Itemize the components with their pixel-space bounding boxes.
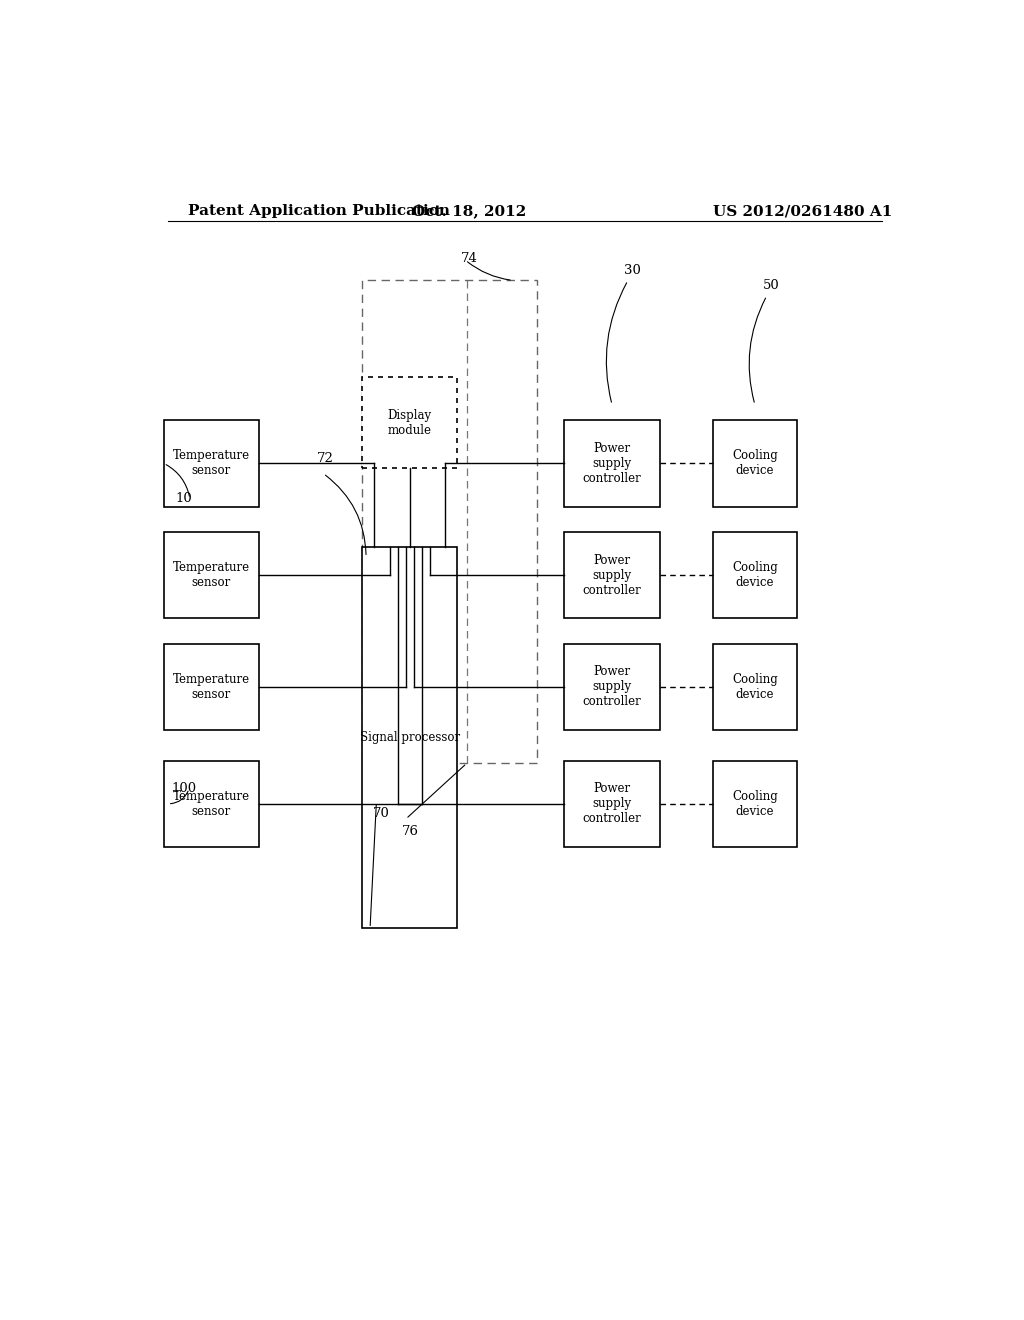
Text: Signal processor: Signal processor — [359, 731, 460, 744]
Text: Power
supply
controller: Power supply controller — [583, 553, 641, 597]
Bar — [564, 420, 659, 507]
Text: Temperature
sensor: Temperature sensor — [173, 673, 250, 701]
Text: 50: 50 — [763, 279, 779, 292]
Bar — [164, 760, 259, 847]
Bar — [362, 548, 458, 928]
Bar — [564, 760, 659, 847]
Text: Power
supply
controller: Power supply controller — [583, 783, 641, 825]
Text: Temperature
sensor: Temperature sensor — [173, 789, 250, 818]
Bar — [714, 760, 797, 847]
Text: Temperature
sensor: Temperature sensor — [173, 449, 250, 478]
Text: US 2012/0261480 A1: US 2012/0261480 A1 — [713, 205, 892, 218]
Text: Cooling
device: Cooling device — [732, 673, 778, 701]
Text: 30: 30 — [624, 264, 641, 277]
Text: 74: 74 — [461, 252, 477, 265]
Text: Oct. 18, 2012: Oct. 18, 2012 — [412, 205, 526, 218]
Bar — [164, 532, 259, 618]
Text: Cooling
device: Cooling device — [732, 561, 778, 589]
Text: Cooling
device: Cooling device — [732, 449, 778, 478]
Bar — [362, 378, 458, 469]
Text: Temperature
sensor: Temperature sensor — [173, 561, 250, 589]
Text: 72: 72 — [316, 451, 334, 465]
Text: 70: 70 — [373, 808, 389, 821]
Text: Cooling
device: Cooling device — [732, 789, 778, 818]
Bar — [164, 420, 259, 507]
Bar — [564, 644, 659, 730]
Text: 76: 76 — [401, 825, 419, 838]
Bar — [714, 532, 797, 618]
Text: 10: 10 — [176, 492, 193, 506]
Bar — [714, 420, 797, 507]
Bar — [362, 280, 537, 763]
Text: 100: 100 — [172, 781, 197, 795]
Bar — [564, 532, 659, 618]
Text: Power
supply
controller: Power supply controller — [583, 665, 641, 709]
Text: Patent Application Publication: Patent Application Publication — [187, 205, 450, 218]
Text: Display
module: Display module — [388, 409, 432, 437]
Text: Power
supply
controller: Power supply controller — [583, 442, 641, 484]
Bar — [714, 644, 797, 730]
Bar — [164, 644, 259, 730]
